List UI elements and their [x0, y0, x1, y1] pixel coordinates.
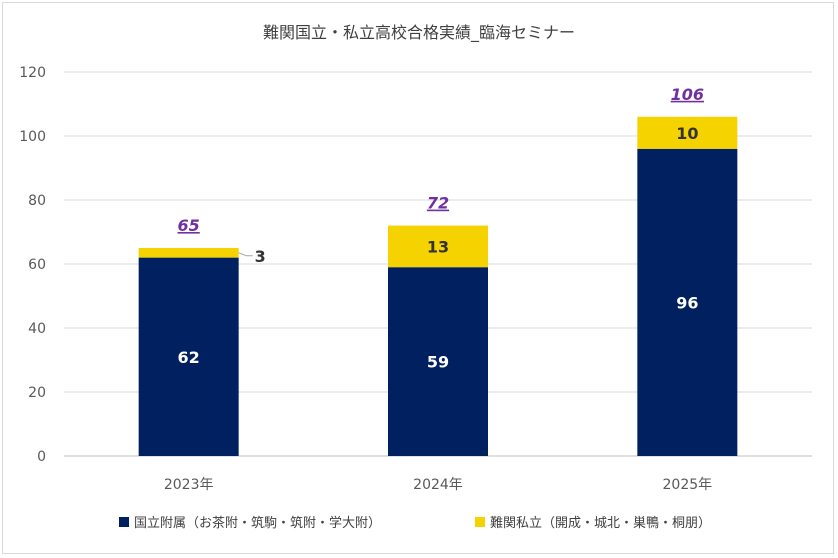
y-tick-label-20: 20 [28, 385, 46, 401]
data-label-private-1: 13 [427, 237, 449, 256]
total-label-1: 72 [427, 194, 449, 213]
y-tick-label-60: 60 [28, 257, 46, 273]
x-axis-ticks: 2023年 2024年 2025年 [164, 477, 712, 493]
legend: 国立附属（お茶附・筑駒・筑附・学大附） 難関私立（開成・城北・巣鴨・桐朋） [119, 515, 711, 531]
data-label-national-2: 96 [676, 293, 698, 312]
legend-label-national: 国立附属（お茶附・筑駒・筑附・学大附） [134, 515, 381, 531]
bars [138, 116, 738, 457]
x-tick-label-1: 2024年 [413, 477, 463, 493]
x-tick-label-0: 2023年 [164, 477, 214, 493]
y-tick-label-40: 40 [28, 321, 46, 337]
y-tick-label-0: 0 [37, 449, 46, 465]
chart-title: 難関国立・私立高校合格実績_臨海セミナー [263, 23, 575, 43]
data-label-national-0: 62 [178, 348, 200, 367]
data-label-national-1: 59 [427, 353, 449, 372]
data-label-private-2: 10 [676, 124, 698, 143]
bar-private-1 [388, 225, 488, 268]
y-tick-label-80: 80 [28, 193, 46, 209]
total-label-2: 106 [671, 85, 704, 104]
data-labels: 62 3 65 59 13 72 96 10 106 [178, 85, 705, 372]
bar-national-1 [388, 267, 488, 456]
total-label-0: 65 [178, 216, 200, 235]
legend-swatch-national [119, 517, 129, 527]
legend-label-private: 難関私立（開成・城北・巣鴨・桐朋） [490, 516, 711, 531]
data-label-private-0: 3 [255, 247, 266, 266]
bar-national-0 [138, 257, 239, 456]
bar-national-2 [637, 148, 738, 457]
leader-line-0 [238, 252, 253, 257]
legend-swatch-private [475, 517, 485, 527]
y-tick-label-120: 120 [19, 65, 46, 81]
bar-private-0 [138, 248, 239, 258]
x-tick-label-2: 2025年 [663, 477, 713, 493]
y-tick-label-100: 100 [19, 129, 46, 145]
bar-private-2 [637, 116, 738, 149]
y-axis-ticks: 0 20 40 60 80 100 120 [19, 65, 46, 465]
